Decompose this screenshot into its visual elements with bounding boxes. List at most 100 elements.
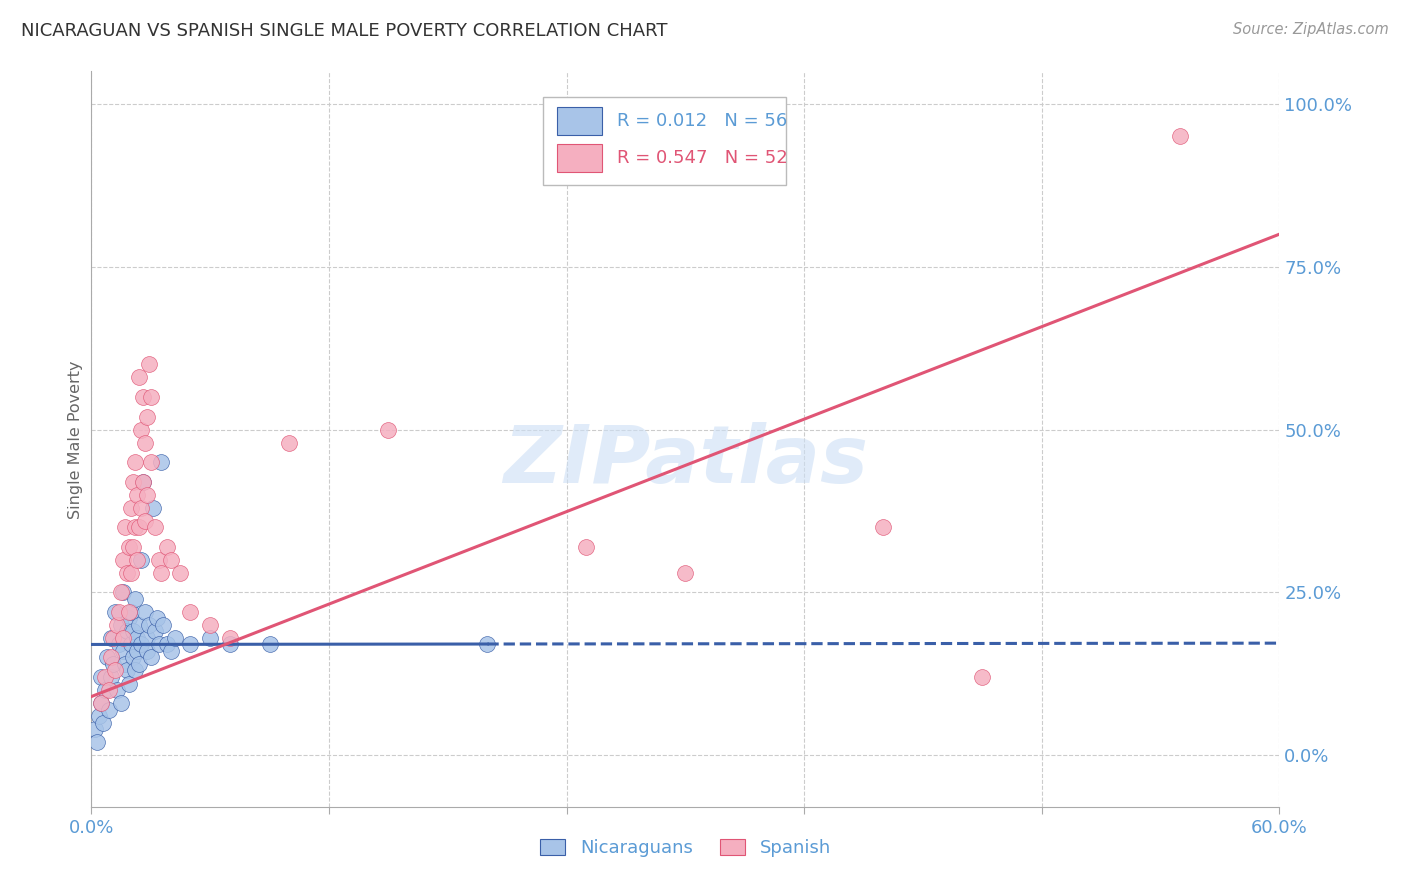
- Point: [118, 605, 141, 619]
- Point: [149, 566, 172, 580]
- Text: NICARAGUAN VS SPANISH SINGLE MALE POVERTY CORRELATION CHART: NICARAGUAN VS SPANISH SINGLE MALE POVERT…: [21, 22, 668, 40]
- Point: [132, 475, 155, 489]
- Point: [124, 520, 146, 534]
- Point: [159, 644, 181, 658]
- Point: [219, 631, 242, 645]
- Point: [128, 657, 150, 671]
- Point: [110, 585, 132, 599]
- Point: [108, 637, 131, 651]
- Point: [129, 500, 152, 515]
- Point: [129, 553, 152, 567]
- Point: [90, 670, 112, 684]
- Y-axis label: Single Male Poverty: Single Male Poverty: [67, 360, 83, 518]
- Point: [377, 423, 399, 437]
- Legend: Nicaraguans, Spanish: Nicaraguans, Spanish: [533, 831, 838, 864]
- Point: [143, 624, 166, 639]
- Point: [575, 540, 598, 554]
- Point: [135, 409, 157, 424]
- Bar: [557, 145, 602, 172]
- Point: [135, 631, 157, 645]
- Point: [90, 696, 112, 710]
- Point: [673, 566, 696, 580]
- Point: [138, 618, 160, 632]
- Point: [159, 553, 181, 567]
- Point: [98, 702, 121, 716]
- Point: [90, 696, 112, 710]
- Point: [139, 390, 162, 404]
- Text: ZIPatlas: ZIPatlas: [503, 423, 868, 500]
- Point: [148, 637, 170, 651]
- Point: [118, 611, 141, 625]
- Point: [104, 664, 127, 678]
- Point: [477, 637, 499, 651]
- Point: [200, 631, 222, 645]
- Point: [124, 455, 146, 469]
- Point: [114, 657, 136, 671]
- Point: [179, 637, 201, 651]
- Point: [114, 520, 136, 534]
- Text: R = 0.012   N = 56: R = 0.012 N = 56: [616, 112, 787, 130]
- Point: [110, 618, 132, 632]
- Point: [259, 637, 281, 651]
- Bar: [557, 107, 602, 136]
- Point: [115, 566, 138, 580]
- Point: [112, 585, 135, 599]
- Point: [122, 624, 145, 639]
- Point: [112, 553, 135, 567]
- Point: [169, 566, 191, 580]
- Point: [125, 488, 148, 502]
- Point: [112, 644, 135, 658]
- Point: [132, 390, 155, 404]
- Point: [149, 455, 172, 469]
- Point: [163, 631, 186, 645]
- Point: [129, 637, 152, 651]
- Point: [105, 618, 128, 632]
- Point: [156, 540, 179, 554]
- Point: [128, 520, 150, 534]
- Point: [94, 683, 117, 698]
- Point: [101, 631, 124, 645]
- Point: [219, 637, 242, 651]
- Point: [200, 618, 222, 632]
- Point: [118, 676, 141, 690]
- Point: [142, 500, 165, 515]
- Point: [124, 664, 146, 678]
- Point: [135, 488, 157, 502]
- Point: [100, 650, 122, 665]
- Point: [100, 670, 122, 684]
- Point: [128, 370, 150, 384]
- Point: [139, 455, 162, 469]
- Point: [122, 650, 145, 665]
- Point: [134, 435, 156, 450]
- Point: [122, 540, 145, 554]
- Point: [145, 611, 167, 625]
- Point: [120, 637, 142, 651]
- Point: [128, 618, 150, 632]
- Point: [91, 715, 114, 730]
- Point: [139, 650, 162, 665]
- Point: [122, 475, 145, 489]
- Point: [1170, 129, 1192, 144]
- Point: [125, 644, 148, 658]
- Point: [86, 735, 108, 749]
- Point: [125, 553, 148, 567]
- Point: [125, 631, 148, 645]
- Point: [105, 683, 128, 698]
- Point: [100, 631, 122, 645]
- Point: [96, 650, 118, 665]
- Point: [278, 435, 301, 450]
- Text: R = 0.547   N = 52: R = 0.547 N = 52: [616, 149, 787, 167]
- Point: [132, 475, 155, 489]
- Point: [138, 358, 160, 372]
- Point: [84, 722, 107, 736]
- Point: [115, 624, 138, 639]
- Point: [135, 644, 157, 658]
- Point: [108, 605, 131, 619]
- Text: Source: ZipAtlas.com: Source: ZipAtlas.com: [1233, 22, 1389, 37]
- Point: [872, 520, 894, 534]
- Point: [134, 514, 156, 528]
- Point: [110, 696, 132, 710]
- Point: [89, 709, 111, 723]
- Point: [120, 566, 142, 580]
- Point: [120, 605, 142, 619]
